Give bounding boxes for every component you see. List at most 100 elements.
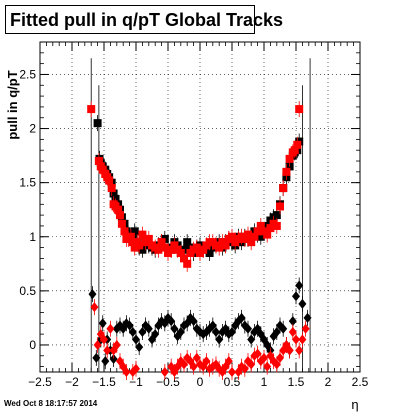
data-point bbox=[138, 326, 147, 337]
data-point bbox=[109, 354, 118, 365]
data-point bbox=[298, 334, 307, 345]
data-point bbox=[240, 363, 249, 374]
data-point bbox=[90, 302, 99, 313]
x-tick-label: −0.5 bbox=[156, 375, 180, 389]
data-point bbox=[132, 334, 140, 345]
x-tick-label: −1 bbox=[129, 375, 143, 389]
data-point bbox=[276, 352, 284, 363]
data-point bbox=[87, 105, 96, 114]
x-tick-label: 0.5 bbox=[224, 375, 241, 389]
x-axis-label: η bbox=[351, 397, 358, 412]
data-point bbox=[260, 352, 268, 363]
data-point bbox=[94, 157, 103, 166]
data-point bbox=[116, 211, 124, 220]
data-point bbox=[122, 367, 131, 377]
data-point bbox=[98, 318, 107, 329]
data-point bbox=[256, 221, 265, 230]
data-point bbox=[183, 238, 192, 247]
data-point bbox=[192, 243, 201, 252]
data-point bbox=[170, 323, 179, 334]
data-point bbox=[160, 367, 169, 377]
data-point bbox=[180, 254, 188, 263]
data-point bbox=[144, 234, 153, 243]
data-point bbox=[170, 241, 179, 250]
data-point bbox=[298, 298, 307, 309]
data-point bbox=[295, 345, 304, 356]
data-point bbox=[128, 238, 137, 247]
data-point bbox=[92, 352, 101, 363]
data-point bbox=[180, 359, 188, 370]
data-point bbox=[288, 316, 297, 327]
data-point bbox=[120, 227, 129, 236]
x-tick-label: −1.5 bbox=[92, 375, 116, 389]
data-point bbox=[292, 334, 300, 345]
y-tick-label: 1 bbox=[29, 230, 36, 244]
data-point bbox=[189, 316, 198, 327]
data-point bbox=[132, 363, 140, 374]
data-point bbox=[176, 248, 185, 257]
data-point bbox=[215, 334, 224, 345]
data-point bbox=[263, 361, 272, 372]
data-point bbox=[130, 243, 139, 252]
data-point bbox=[93, 119, 102, 128]
data-point bbox=[189, 361, 198, 372]
data-point bbox=[244, 323, 252, 334]
chart-title: Fitted pull in q/pT Global Tracks bbox=[10, 10, 284, 30]
data-point bbox=[256, 232, 265, 241]
data-point bbox=[126, 232, 135, 241]
data-point bbox=[167, 316, 176, 327]
data-point bbox=[247, 334, 256, 345]
data-point bbox=[93, 339, 102, 350]
data-point bbox=[282, 167, 291, 176]
data-point bbox=[98, 165, 107, 174]
data-point bbox=[202, 356, 211, 367]
data-point bbox=[290, 146, 299, 155]
x-tick-label: −2.5 bbox=[28, 375, 52, 389]
timestamp-footer: Wed Oct 8 18:17:57 2014 bbox=[4, 399, 98, 408]
data-point bbox=[247, 238, 256, 247]
data-point bbox=[228, 367, 236, 377]
data-point bbox=[208, 320, 217, 331]
y-tick-label: 1.5 bbox=[19, 176, 36, 190]
data-point bbox=[272, 326, 281, 337]
data-point bbox=[151, 329, 160, 340]
data-point bbox=[160, 243, 169, 252]
data-point bbox=[117, 219, 126, 228]
x-tick-label: 2.5 bbox=[352, 375, 369, 389]
data-point bbox=[228, 326, 236, 337]
y-tick-label: 2 bbox=[29, 122, 36, 136]
data-point bbox=[176, 326, 185, 337]
data-point bbox=[240, 234, 249, 243]
data-point bbox=[130, 227, 139, 236]
data-point bbox=[295, 105, 304, 114]
data-point bbox=[272, 221, 281, 230]
y-tick-label: 0 bbox=[29, 338, 36, 352]
y-axis-label: pull in q/pT bbox=[5, 70, 20, 139]
data-point bbox=[138, 245, 147, 254]
data-point bbox=[263, 230, 272, 239]
data-point bbox=[301, 323, 310, 334]
data-point bbox=[112, 339, 121, 350]
x-tick-label: 0 bbox=[197, 375, 204, 389]
data-point bbox=[138, 230, 147, 239]
data-point bbox=[224, 356, 233, 367]
data-point bbox=[247, 359, 256, 370]
data-point bbox=[205, 248, 214, 257]
data-point bbox=[144, 323, 153, 334]
data-point bbox=[244, 230, 252, 239]
data-point bbox=[293, 140, 302, 149]
data-point bbox=[106, 323, 115, 334]
x-tick-label: −2 bbox=[65, 375, 79, 389]
data-point bbox=[279, 323, 288, 334]
data-point bbox=[135, 342, 144, 353]
data-point bbox=[253, 227, 262, 236]
data-point bbox=[237, 312, 246, 323]
x-tick-label: 2 bbox=[325, 375, 332, 389]
data-point bbox=[101, 356, 110, 367]
x-tick-label: 1 bbox=[261, 375, 268, 389]
data-point bbox=[199, 245, 208, 254]
data-point bbox=[279, 184, 288, 193]
data-point bbox=[125, 320, 134, 331]
